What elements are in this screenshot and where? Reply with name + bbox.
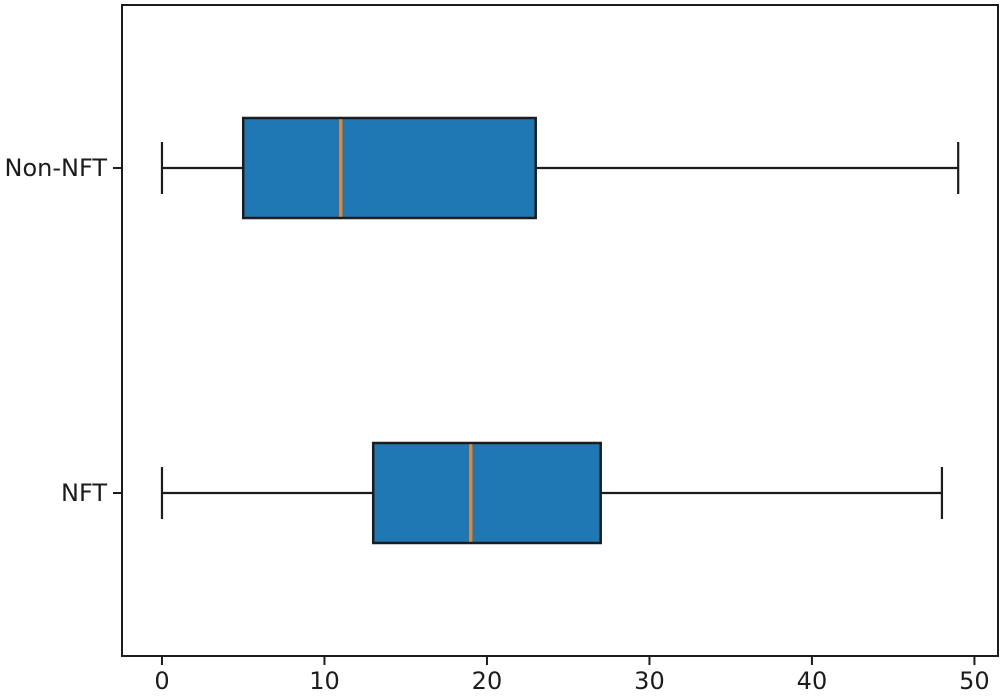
y-tick-label-non-nft: Non-NFT	[4, 154, 107, 182]
box-nft	[371, 441, 602, 545]
x-tick-label-30: 30	[634, 667, 665, 695]
x-tick-label-0: 0	[154, 667, 169, 695]
box-non-nft	[241, 116, 537, 220]
x-tick-label-40: 40	[797, 667, 828, 695]
axes-frame	[121, 4, 999, 657]
x-tick-label-50: 50	[959, 667, 990, 695]
x-tick-label-20: 20	[472, 667, 503, 695]
x-tick-label-10: 10	[309, 667, 340, 695]
y-tick-label-nft: NFT	[61, 479, 107, 507]
